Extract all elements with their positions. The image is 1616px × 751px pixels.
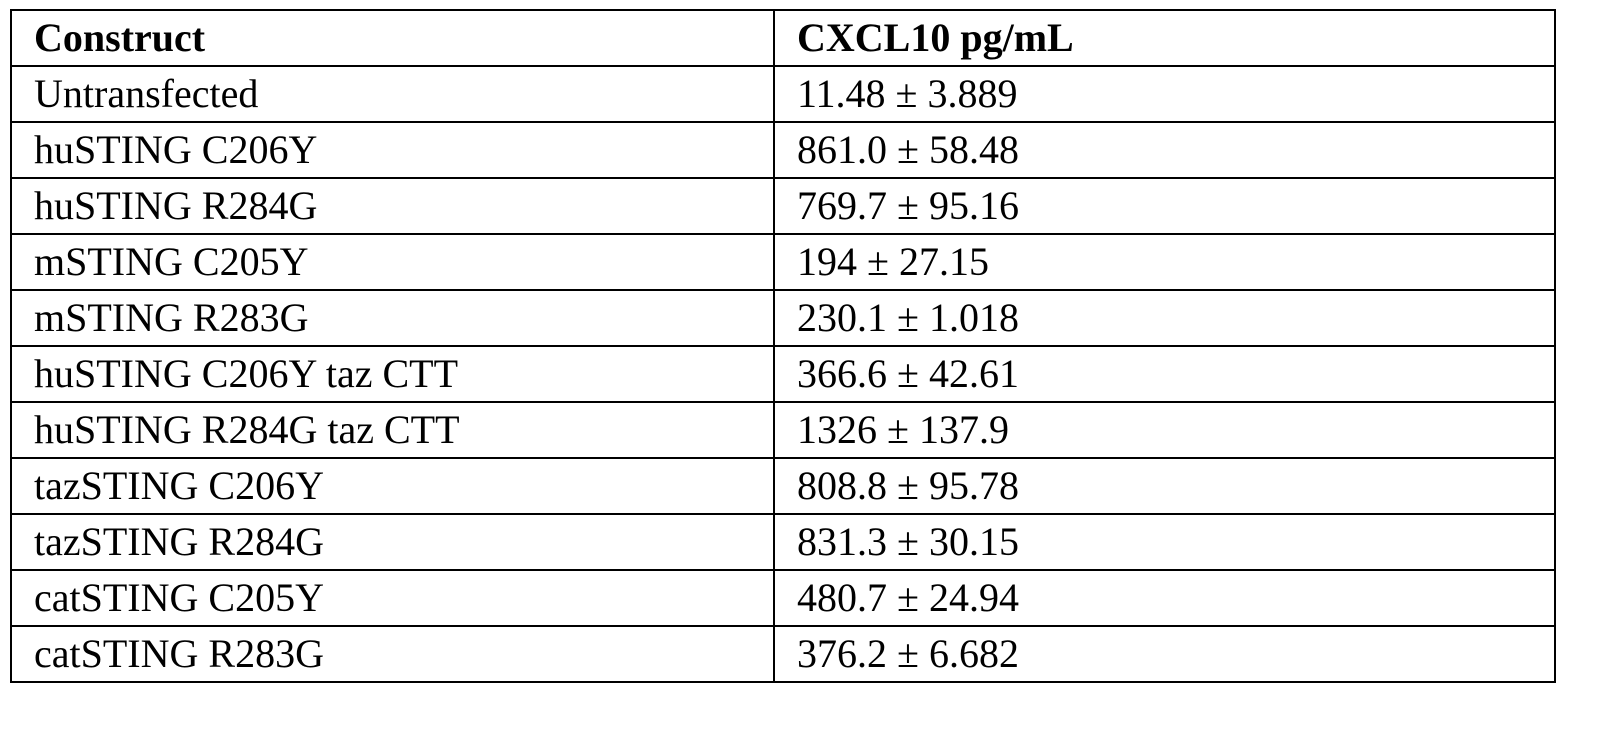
header-construct: Construct [11, 10, 774, 66]
table-row: catSTING C205Y480.7 ± 24.94 [11, 570, 1555, 626]
cxcl10-value-cell: 861.0 ± 58.48 [774, 122, 1555, 178]
construct-cell: huSTING C206Y taz CTT [11, 346, 774, 402]
cxcl10-value-cell: 11.48 ± 3.889 [774, 66, 1555, 122]
cxcl10-value-cell: 769.7 ± 95.16 [774, 178, 1555, 234]
construct-cell: tazSTING R284G [11, 514, 774, 570]
table-row: mSTING R283G230.1 ± 1.018 [11, 290, 1555, 346]
construct-cell: catSTING R283G [11, 626, 774, 682]
cxcl10-value-cell: 194 ± 27.15 [774, 234, 1555, 290]
table-row: mSTING C205Y194 ± 27.15 [11, 234, 1555, 290]
construct-cell: huSTING C206Y [11, 122, 774, 178]
cxcl10-value-cell: 366.6 ± 42.61 [774, 346, 1555, 402]
table-row: huSTING R284G769.7 ± 95.16 [11, 178, 1555, 234]
header-row: Construct CXCL10 pg/mL [11, 10, 1555, 66]
table-row: tazSTING C206Y808.8 ± 95.78 [11, 458, 1555, 514]
cxcl10-value-cell: 808.8 ± 95.78 [774, 458, 1555, 514]
cxcl10-value-cell: 230.1 ± 1.018 [774, 290, 1555, 346]
table-row: huSTING C206Y taz CTT366.6 ± 42.61 [11, 346, 1555, 402]
construct-cell: mSTING R283G [11, 290, 774, 346]
table-row: tazSTING R284G831.3 ± 30.15 [11, 514, 1555, 570]
cxcl10-value-cell: 480.7 ± 24.94 [774, 570, 1555, 626]
construct-cell: Untransfected [11, 66, 774, 122]
table-row: Untransfected11.48 ± 3.889 [11, 66, 1555, 122]
table-row: huSTING C206Y861.0 ± 58.48 [11, 122, 1555, 178]
construct-cell: huSTING R284G taz CTT [11, 402, 774, 458]
construct-cell: huSTING R284G [11, 178, 774, 234]
construct-cell: catSTING C205Y [11, 570, 774, 626]
cxcl10-value-cell: 376.2 ± 6.682 [774, 626, 1555, 682]
cxcl10-value-cell: 831.3 ± 30.15 [774, 514, 1555, 570]
construct-cell: mSTING C205Y [11, 234, 774, 290]
table-row: huSTING R284G taz CTT1326 ± 137.9 [11, 402, 1555, 458]
cxcl10-value-cell: 1326 ± 137.9 [774, 402, 1555, 458]
header-cxcl10: CXCL10 pg/mL [774, 10, 1555, 66]
cxcl10-table: Construct CXCL10 pg/mL Untransfected11.4… [10, 9, 1556, 683]
table-row: catSTING R283G376.2 ± 6.682 [11, 626, 1555, 682]
construct-cell: tazSTING C206Y [11, 458, 774, 514]
